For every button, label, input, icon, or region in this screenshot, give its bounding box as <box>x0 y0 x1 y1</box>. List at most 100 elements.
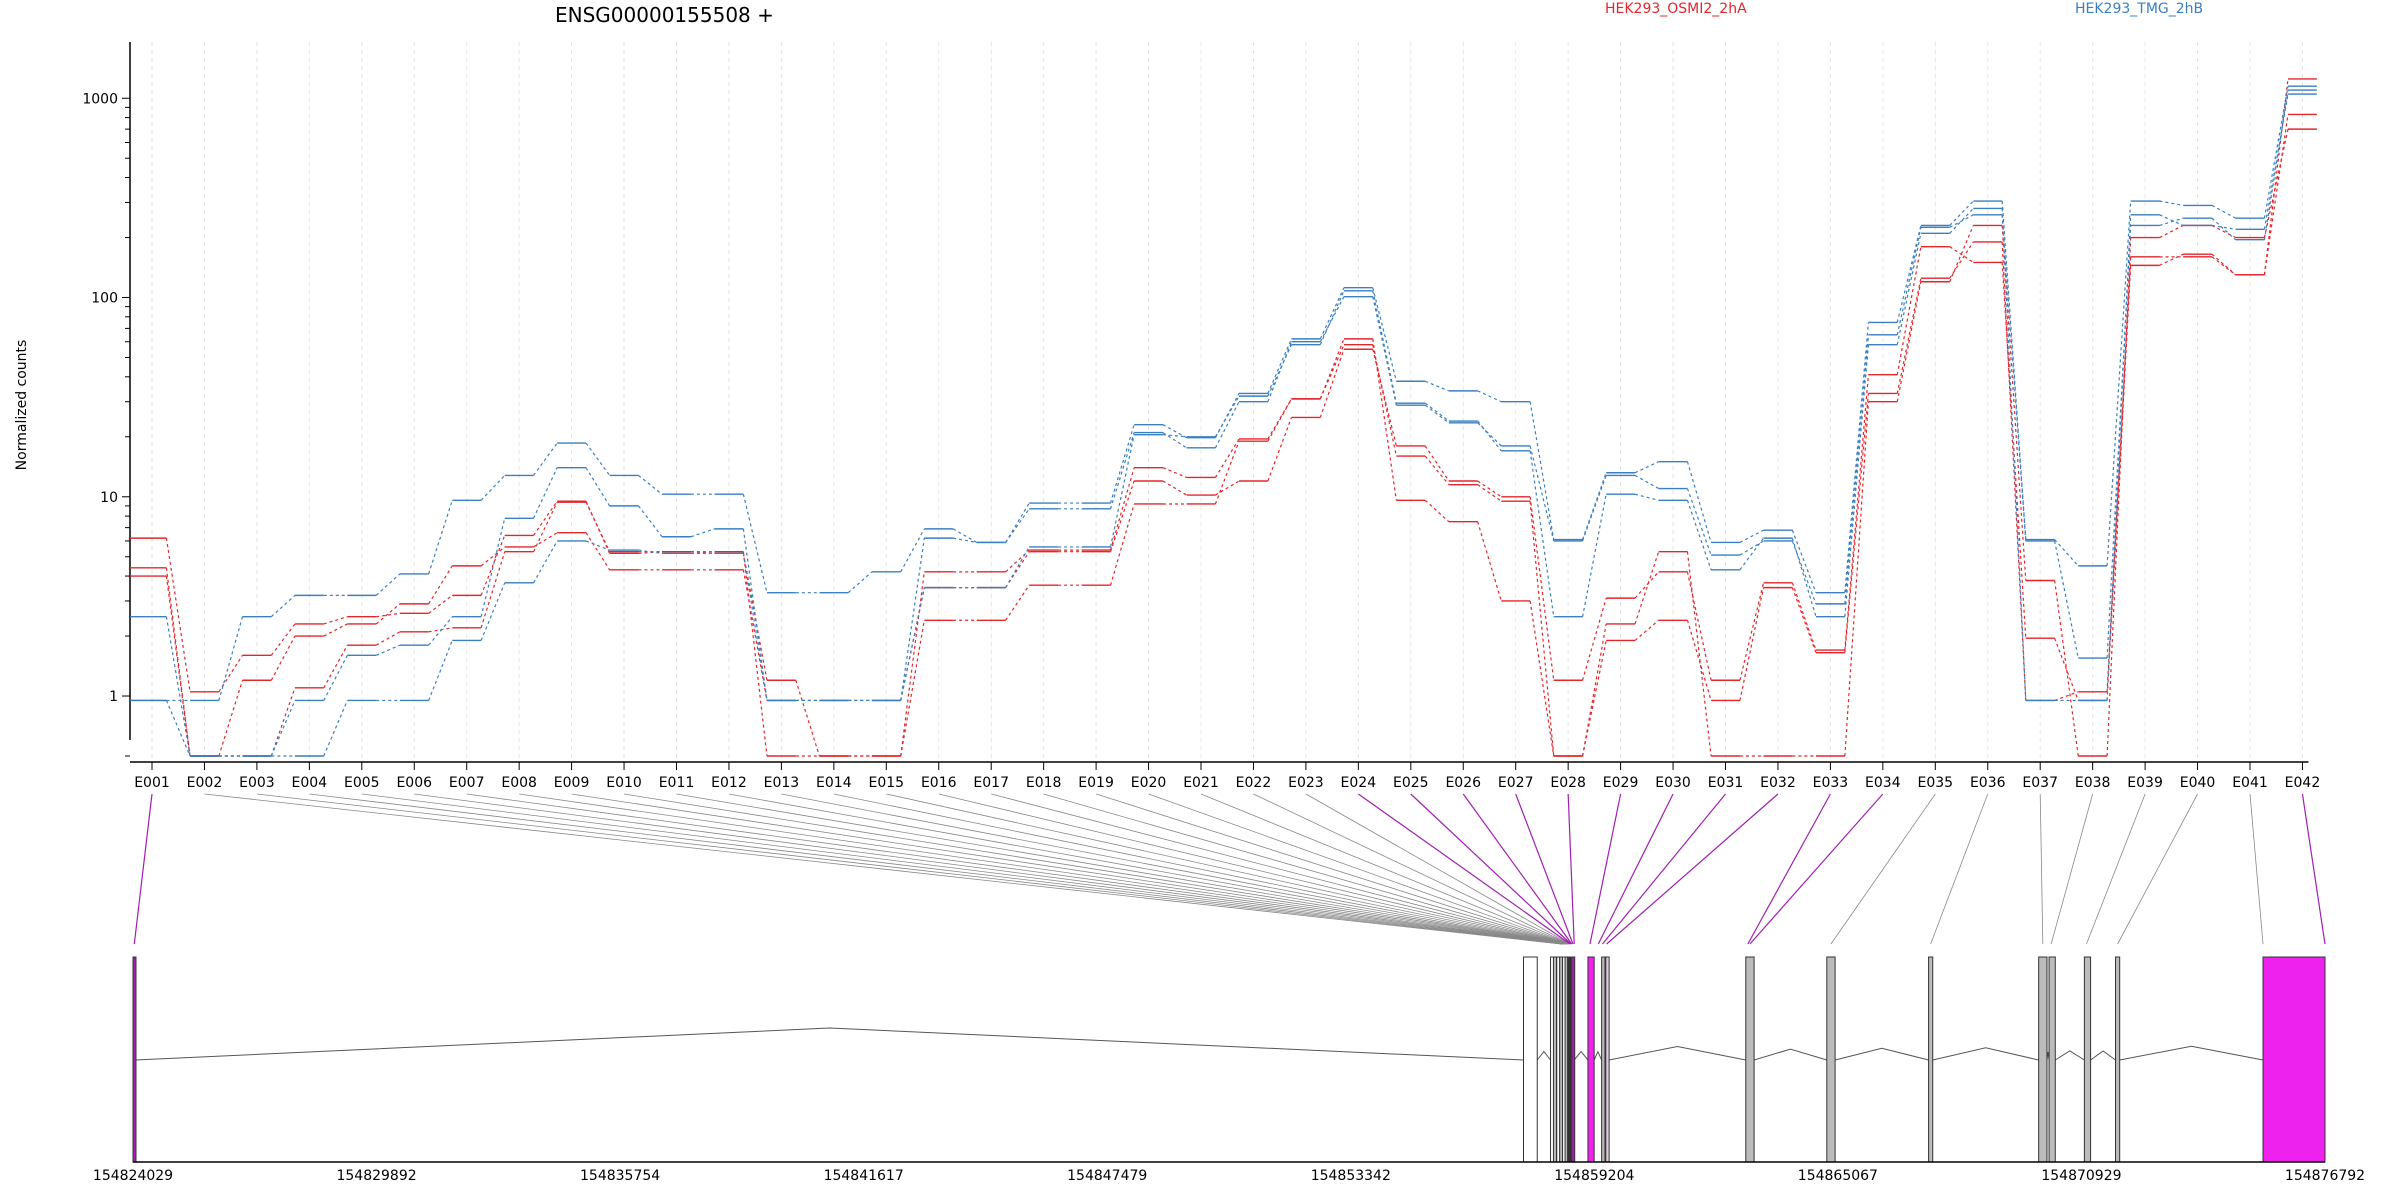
series-transition <box>270 623 296 656</box>
series-transition <box>375 631 401 646</box>
connector-e001 <box>133 793 153 945</box>
series-transition <box>2263 129 2289 238</box>
exon-label-e004: E004 <box>292 775 328 791</box>
series-transition <box>1844 393 1870 653</box>
series-transition <box>1109 467 1135 551</box>
coord-label: 154824029 <box>93 1168 173 1184</box>
series-transition <box>1634 619 1660 641</box>
connector-e027 <box>1515 793 1574 945</box>
connector-e032 <box>1606 793 1779 945</box>
series-transition <box>1319 287 1345 340</box>
exon-label-e031: E031 <box>1708 775 1744 791</box>
exon-label-e023: E023 <box>1288 775 1324 791</box>
series-transition <box>2001 208 2027 701</box>
series-transition <box>480 546 506 567</box>
series-transition <box>1529 401 1555 540</box>
series-transition <box>1529 600 1555 757</box>
series-transition <box>690 528 715 538</box>
series-transition <box>1582 472 1607 540</box>
connector-e026 <box>1462 793 1573 945</box>
series-transition <box>1424 402 1450 422</box>
series-transition <box>1634 461 1659 474</box>
series-transition <box>1215 480 1240 496</box>
exon-label-e030: E030 <box>1655 775 1691 791</box>
series-transition <box>2159 217 2184 227</box>
series-transition <box>1214 441 1240 505</box>
series-transition <box>270 594 296 618</box>
connector-e017 <box>991 793 1568 945</box>
connector-e002 <box>204 793 1561 945</box>
intron <box>2119 1045 2264 1061</box>
connector-e015 <box>886 793 1567 945</box>
series-transition <box>952 528 978 543</box>
exon-label-e021: E021 <box>1183 775 1219 791</box>
series-transition <box>533 532 558 548</box>
y-tick-label: 10 <box>100 490 118 506</box>
series-transition <box>1109 432 1135 509</box>
connector-e004 <box>309 793 1562 945</box>
series-transition <box>1686 461 1712 543</box>
connector-e042 <box>2301 793 2326 945</box>
series-transition <box>218 655 243 693</box>
series-transition <box>1844 322 1870 593</box>
series-transition <box>533 540 558 584</box>
series-transition <box>1319 344 1345 400</box>
exon-box <box>2038 956 2048 1163</box>
intron <box>1593 1050 1603 1061</box>
connector-e037 <box>2039 793 2044 945</box>
series-transition <box>1005 584 1030 621</box>
series-transition <box>533 442 558 476</box>
series-transition <box>2054 691 2079 702</box>
series-transition <box>1844 401 1870 757</box>
exon-label-e011: E011 <box>659 775 695 791</box>
connector-e033 <box>1747 793 1831 945</box>
series-transition <box>1477 521 1502 602</box>
connector-e012 <box>728 793 1566 945</box>
exon-label-e018: E018 <box>1026 775 1062 791</box>
series-line <box>130 89 2317 757</box>
series-transition <box>742 528 768 701</box>
series-transition <box>165 538 191 692</box>
series-transition <box>428 640 453 701</box>
connector-e009 <box>571 793 1564 945</box>
gene-model <box>132 956 2326 1163</box>
series-transition <box>2106 225 2132 659</box>
series-transition <box>1424 404 1450 424</box>
series-transition <box>1319 290 1345 345</box>
series-transition <box>2001 200 2027 540</box>
connector-e019 <box>1095 793 1569 945</box>
series-transition <box>323 623 348 637</box>
connector-e013 <box>781 793 1566 945</box>
exon-box <box>1571 956 1576 1163</box>
series-transition <box>2159 200 2184 206</box>
series-transition <box>1896 225 1922 323</box>
series-transition <box>1634 571 1660 599</box>
series-transition <box>2106 237 2132 757</box>
exon-label-e040: E040 <box>2180 775 2216 791</box>
series-transition <box>1949 214 1974 228</box>
series-transition <box>1319 338 1345 400</box>
series-transition <box>428 594 453 614</box>
series-transition <box>480 535 506 596</box>
exon-connectors <box>133 793 2326 945</box>
series-transition <box>1424 380 1450 392</box>
coord-label: 154847479 <box>1067 1168 1147 1184</box>
connector-e039 <box>2086 793 2146 945</box>
coord-label: 154876792 <box>2285 1168 2365 1184</box>
series-transition <box>1424 455 1450 486</box>
series-transition <box>953 537 977 544</box>
connector-e040 <box>2117 793 2198 945</box>
series-transition <box>1529 496 1555 681</box>
series-transition <box>1634 551 1660 625</box>
series-transition <box>375 603 401 625</box>
series-transition <box>585 467 611 507</box>
connector-e006 <box>414 793 1563 945</box>
series-transition <box>742 553 768 701</box>
series-transition <box>1739 540 1764 556</box>
connector-e007 <box>466 793 1564 945</box>
exon-box <box>1928 956 1934 1163</box>
series-transition <box>480 582 506 641</box>
series-transition <box>270 687 296 757</box>
series-transition <box>323 616 348 625</box>
exon-label-e035: E035 <box>1918 775 1954 791</box>
